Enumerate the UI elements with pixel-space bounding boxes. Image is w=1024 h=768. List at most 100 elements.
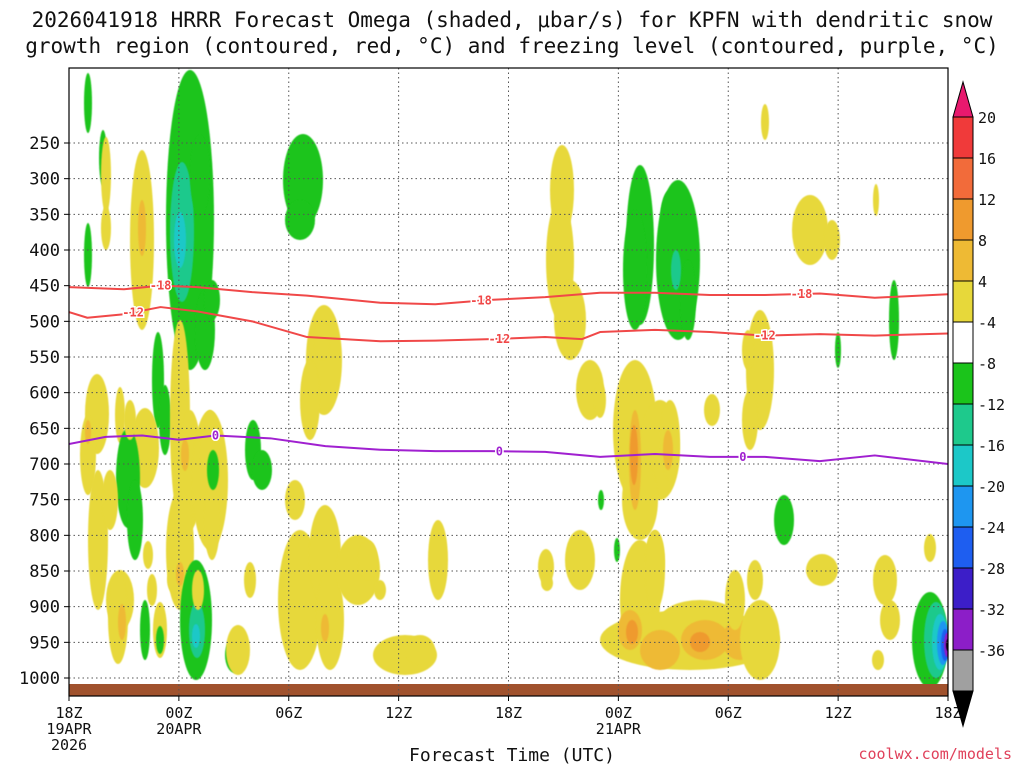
omega-shade-94 xyxy=(645,530,665,610)
colorbar-segment-11 xyxy=(952,567,974,610)
site-credit: coolwx.com/models xyxy=(858,745,1012,763)
omega-shade-6 xyxy=(80,415,96,495)
omega-shade-51 xyxy=(244,562,256,598)
colorbar-label-13: -36 xyxy=(978,642,1005,660)
omega-shade-122 xyxy=(872,650,884,670)
omega-shade-119 xyxy=(889,280,899,360)
ytick-label-900: 900 xyxy=(29,598,60,618)
ytick-label-650: 650 xyxy=(29,419,60,439)
omega-shade-121 xyxy=(880,600,900,640)
omega-shade-21 xyxy=(118,604,126,640)
colorbar-segment-5 xyxy=(952,321,974,364)
ytick-label-550: 550 xyxy=(29,348,60,368)
omega-shade-55 xyxy=(314,320,330,360)
omega-shade-32 xyxy=(204,280,220,320)
xtick-label-0-1: 19APR xyxy=(46,720,92,738)
omega-shade-39 xyxy=(204,480,220,560)
xtick-label-24-0: 18Z xyxy=(495,704,522,722)
colorbar-triangle-top xyxy=(952,80,974,118)
omega-shade-79 xyxy=(623,210,647,330)
omega-shade-11 xyxy=(138,200,146,256)
omega-shade-107 xyxy=(747,560,763,600)
omega-shade-66 xyxy=(405,635,435,665)
colorbar-segment-7 xyxy=(952,403,974,446)
colorbar-segment-8 xyxy=(952,444,974,487)
omega-shade-67 xyxy=(428,520,448,600)
ytick-label-850: 850 xyxy=(29,562,60,582)
ytick-label-750: 750 xyxy=(29,491,60,511)
colorbar-label-7: -12 xyxy=(978,396,1005,414)
colorbar-label-9: -20 xyxy=(978,478,1005,496)
omega-shade-44 xyxy=(192,570,204,610)
omega-shade-110 xyxy=(742,330,754,370)
omega-shade-77 xyxy=(614,538,620,562)
colorbar-segment-9 xyxy=(952,485,974,528)
colorbar-label-5: -4 xyxy=(978,314,996,332)
contour-line-1 xyxy=(69,306,948,343)
omega-shade-111 xyxy=(742,390,758,450)
colorbar-label-8: -16 xyxy=(978,437,1005,455)
omega-shade-117 xyxy=(873,184,879,216)
omega-shade-23 xyxy=(147,574,157,606)
ytick-label-1000: 1000 xyxy=(19,669,60,689)
contour-label-0-0: -18 xyxy=(150,279,172,293)
omega-shade-113 xyxy=(806,554,838,586)
colorbar-label-4: 4 xyxy=(978,273,987,291)
contour-label-1-2: -12 xyxy=(754,329,776,343)
omega-shade-26 xyxy=(156,626,164,654)
omega-shade-114 xyxy=(792,195,828,265)
omega-shade-64 xyxy=(374,580,386,600)
colorbar-segment-13 xyxy=(952,649,974,692)
contour-label-0-2: -18 xyxy=(791,287,813,301)
contour-label-2-2: 0 xyxy=(739,450,746,464)
colorbar-segment-1 xyxy=(952,157,974,200)
omega-shade-118 xyxy=(835,332,841,368)
omega-shade-83 xyxy=(671,250,681,290)
ytick-label-250: 250 xyxy=(29,134,60,154)
ytick-label-300: 300 xyxy=(29,170,60,190)
contour-line-2 xyxy=(69,434,948,465)
omega-shade-120 xyxy=(873,555,897,605)
omega-shade-106 xyxy=(725,570,745,630)
omega-shade-43 xyxy=(192,624,200,648)
omega-shade-115 xyxy=(824,220,840,260)
omega-shade-48 xyxy=(226,625,250,675)
colorbar-label-6: -8 xyxy=(978,355,996,373)
omega-shade-108 xyxy=(704,394,720,426)
ytick-label-950: 950 xyxy=(29,633,60,653)
colorbar-label-0: 20 xyxy=(978,109,996,127)
omega-shade-72 xyxy=(594,382,606,418)
omega-shade-16 xyxy=(127,480,143,560)
xtick-label-6-0: 00Z xyxy=(165,704,192,722)
omega-shade-36 xyxy=(181,439,189,471)
omega-shade-90 xyxy=(663,430,673,470)
omega-shade-1 xyxy=(84,223,92,287)
colorbar-label-2: 12 xyxy=(978,191,996,209)
x-axis-title: Forecast Time (UTC) xyxy=(409,745,615,766)
xtick-label-48-0: 18Z xyxy=(934,704,961,722)
omega-shade-3 xyxy=(101,137,111,213)
omega-shade-18 xyxy=(124,400,136,440)
xtick-label-6-1: 20APR xyxy=(156,720,202,738)
omega-shade-24 xyxy=(140,600,150,660)
contour-label-1-1: -12 xyxy=(489,332,511,346)
omega-shade-29 xyxy=(174,212,186,268)
xtick-label-0-2: 2026 xyxy=(51,736,87,754)
colorbar-label-11: -28 xyxy=(978,560,1005,578)
omega-shade-13 xyxy=(159,385,171,455)
omega-shade-53 xyxy=(285,200,315,240)
colorbar-label-10: -24 xyxy=(978,519,1005,537)
omega-shade-98 xyxy=(626,620,638,644)
omega-shade-73 xyxy=(565,530,595,590)
contour-label-2-1: 0 xyxy=(496,444,503,458)
omega-shade-116 xyxy=(761,104,769,140)
colorbar-segment-0 xyxy=(952,116,974,159)
xtick-label-30-0: 00Z xyxy=(605,704,632,722)
colorbar-segment-6 xyxy=(952,362,974,405)
omega-shade-4 xyxy=(101,206,111,250)
omega-shade-70 xyxy=(554,280,586,360)
omega-shade-74 xyxy=(538,549,554,585)
omega-shade-8 xyxy=(85,420,91,444)
colorbar-label-12: -32 xyxy=(978,601,1005,619)
